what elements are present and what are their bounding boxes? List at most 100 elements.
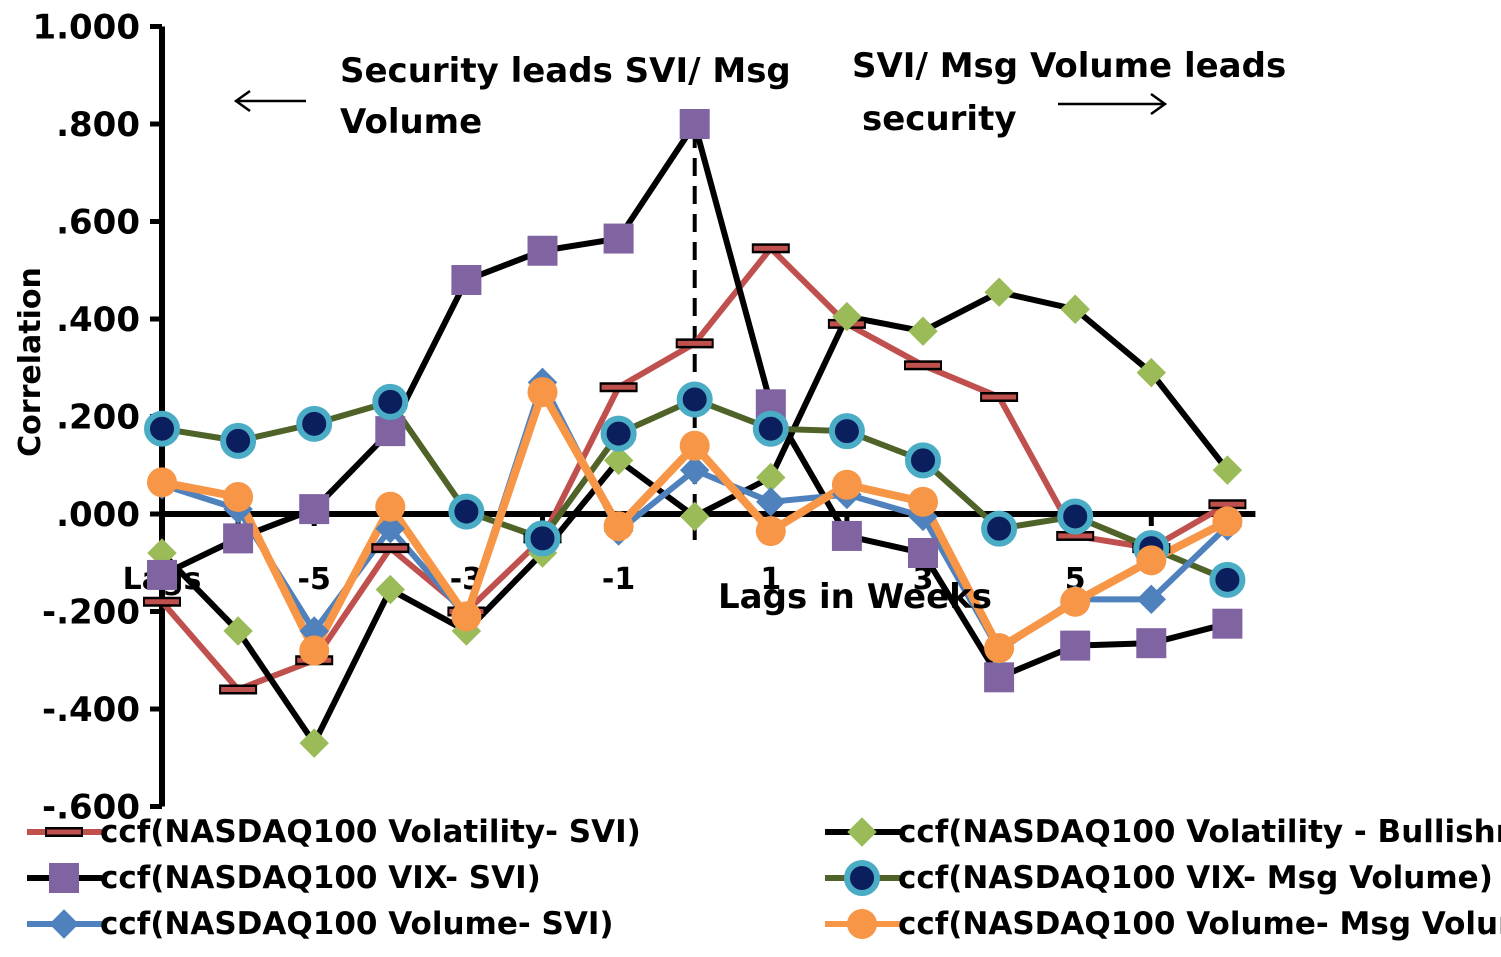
square-marker <box>451 265 482 295</box>
diamond-marker <box>1212 455 1243 485</box>
y-tick-label: -.600 <box>42 788 140 828</box>
legend-label: ccf(NASDAQ100 Volatility- SVI) <box>100 814 641 850</box>
x-tick-label: 1 <box>760 562 781 597</box>
dash-marker-fill <box>1058 533 1093 539</box>
dash-marker-fill <box>1210 501 1245 507</box>
circle-marker <box>375 491 406 522</box>
diamond-marker <box>847 817 877 847</box>
legend-item: ccf(NASDAQ100 VIX- Msg Volume) <box>825 860 1493 896</box>
square-marker <box>299 494 330 525</box>
diamond-marker <box>1136 584 1167 615</box>
circle-marker <box>679 430 710 461</box>
dash-marker-fill <box>47 829 81 835</box>
circle-marker <box>905 442 941 479</box>
diamond-marker <box>832 301 862 332</box>
square-marker <box>984 662 1015 693</box>
dash-marker-fill <box>145 599 179 605</box>
circle-marker <box>144 410 180 447</box>
legend-item: ccf(NASDAQ100 VIX- SVI) <box>27 860 541 896</box>
legend-item: ccf(NASDAQ100 Volatility- SVI) <box>27 814 641 850</box>
legend-label: ccf(NASDAQ100 Volatility - Bullishness) <box>898 814 1501 850</box>
circle-marker <box>1060 586 1091 617</box>
circle-marker <box>1212 506 1243 537</box>
y-tick-label: .400 <box>56 300 140 340</box>
dash-marker-fill <box>753 245 788 251</box>
x-tick-label: 3 <box>913 562 934 597</box>
dash-marker-fill <box>601 384 636 390</box>
square-marker <box>223 523 254 554</box>
square-marker <box>1060 630 1091 661</box>
circle-marker <box>831 469 862 500</box>
circle-marker <box>603 511 634 542</box>
circle-marker <box>220 422 257 459</box>
y-tick-label: -.400 <box>42 690 140 730</box>
y-tick-label: .200 <box>56 398 140 438</box>
diamond-marker <box>375 574 406 605</box>
dash-marker-fill <box>221 687 256 692</box>
circle-marker <box>676 381 713 418</box>
circle-marker <box>527 377 558 408</box>
x-axis-label: Lags in Weeks <box>718 577 992 617</box>
circle-marker <box>223 481 254 512</box>
square-marker <box>375 416 406 447</box>
circle-marker <box>1136 545 1167 576</box>
axes-layer: 1.000 .800 .600 .400 .200 .000 -.200 -.400 -.600… <box>32 8 1256 828</box>
square-marker <box>147 559 177 590</box>
diamond-marker <box>1136 357 1167 388</box>
circle-marker <box>828 413 865 450</box>
diamond-marker <box>1060 294 1090 324</box>
circle-marker <box>524 520 561 557</box>
diamond-marker <box>679 455 710 485</box>
square-marker <box>831 520 862 551</box>
square-marker <box>908 538 938 568</box>
circle-marker <box>1209 561 1246 598</box>
legend-label: ccf(NASDAQ100 VIX- Msg Volume) <box>898 860 1493 896</box>
right-arrow <box>1058 92 1168 116</box>
diamond-marker <box>375 513 406 544</box>
diamond-marker <box>679 501 710 532</box>
square-marker <box>603 223 634 254</box>
annotation-left-line1: Security leads SVI/ Msg <box>340 51 791 91</box>
circle-marker <box>448 493 485 530</box>
diamond-marker <box>908 316 938 346</box>
series-markers <box>143 109 1247 758</box>
dash-marker-fill <box>677 340 712 346</box>
square-marker <box>1212 608 1243 639</box>
circle-marker <box>755 516 786 547</box>
square-marker <box>527 235 558 266</box>
legend-item: ccf(NASDAQ100 Volume- SVI) <box>27 906 614 942</box>
circle-marker <box>600 415 637 452</box>
legend-item: ccf(NASDAQ100 Volatility - Bullishness) <box>825 814 1501 850</box>
circle-marker <box>296 405 333 442</box>
left-arrow <box>233 89 306 113</box>
dash-marker-fill <box>906 362 940 368</box>
square-marker <box>1136 628 1167 659</box>
y-tick-label: 1.000 <box>32 8 140 48</box>
circle-marker <box>847 909 877 939</box>
y-axis-label: Correlation <box>13 267 48 457</box>
diamond-marker <box>299 728 329 758</box>
y-tick-label: .000 <box>56 495 140 535</box>
annotation-left-line2: Volume <box>340 102 482 142</box>
circle-marker <box>908 486 938 517</box>
circle-marker <box>984 633 1015 664</box>
diamond-marker <box>223 616 253 646</box>
x-tick-label: -5 <box>298 562 331 597</box>
y-tick-label: .600 <box>56 203 140 243</box>
circle-marker <box>451 601 482 632</box>
circle-marker <box>372 383 409 420</box>
diamond-marker <box>756 487 786 517</box>
legend-label: ccf(NASDAQ100 Volume- Msg Volume) <box>898 906 1501 942</box>
annotation-right-line2: security <box>862 99 1017 139</box>
legend-item: ccf(NASDAQ100 Volume- Msg Volume) <box>825 906 1501 942</box>
square-marker <box>679 109 710 139</box>
legend-label: ccf(NASDAQ100 Volume- SVI) <box>100 906 614 942</box>
legend: ccf(NASDAQ100 Volatility- SVI) ccf(NASDAQ… <box>27 814 1501 942</box>
diamond-marker <box>984 277 1014 307</box>
annotation-right-line1: SVI/ Msg Volume leads <box>852 46 1286 86</box>
y-tick-label: .800 <box>56 105 140 145</box>
legend-label: ccf(NASDAQ100 VIX- SVI) <box>100 860 541 896</box>
circle-marker <box>147 467 177 498</box>
circle-marker <box>299 635 330 666</box>
